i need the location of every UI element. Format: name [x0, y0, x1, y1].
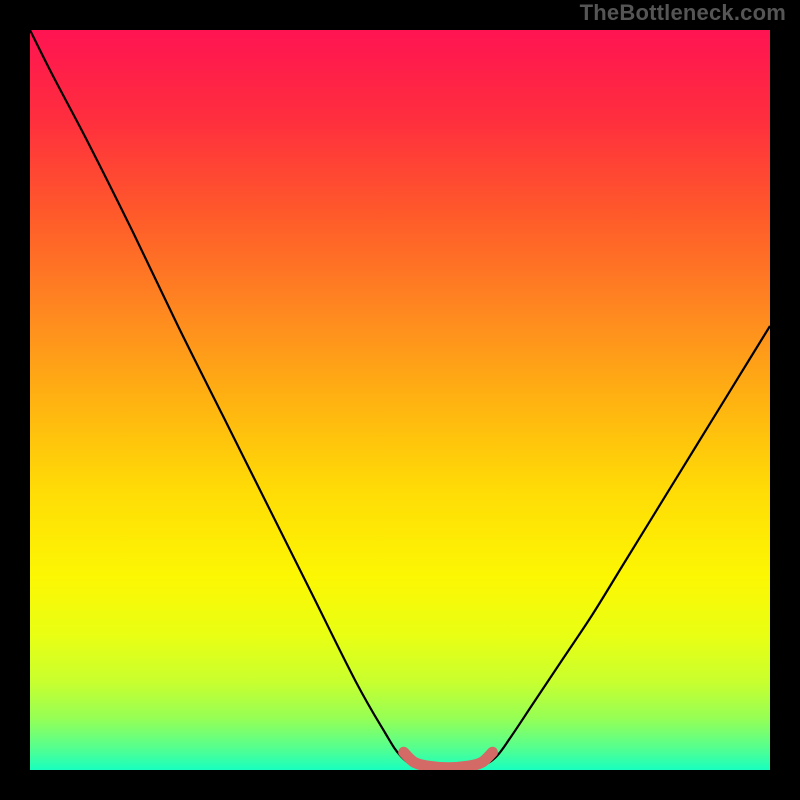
chart-container: TheBottleneck.com: [0, 0, 800, 800]
plot-background: [30, 30, 770, 770]
watermark-text: TheBottleneck.com: [580, 0, 786, 26]
plot-svg: [30, 30, 770, 770]
